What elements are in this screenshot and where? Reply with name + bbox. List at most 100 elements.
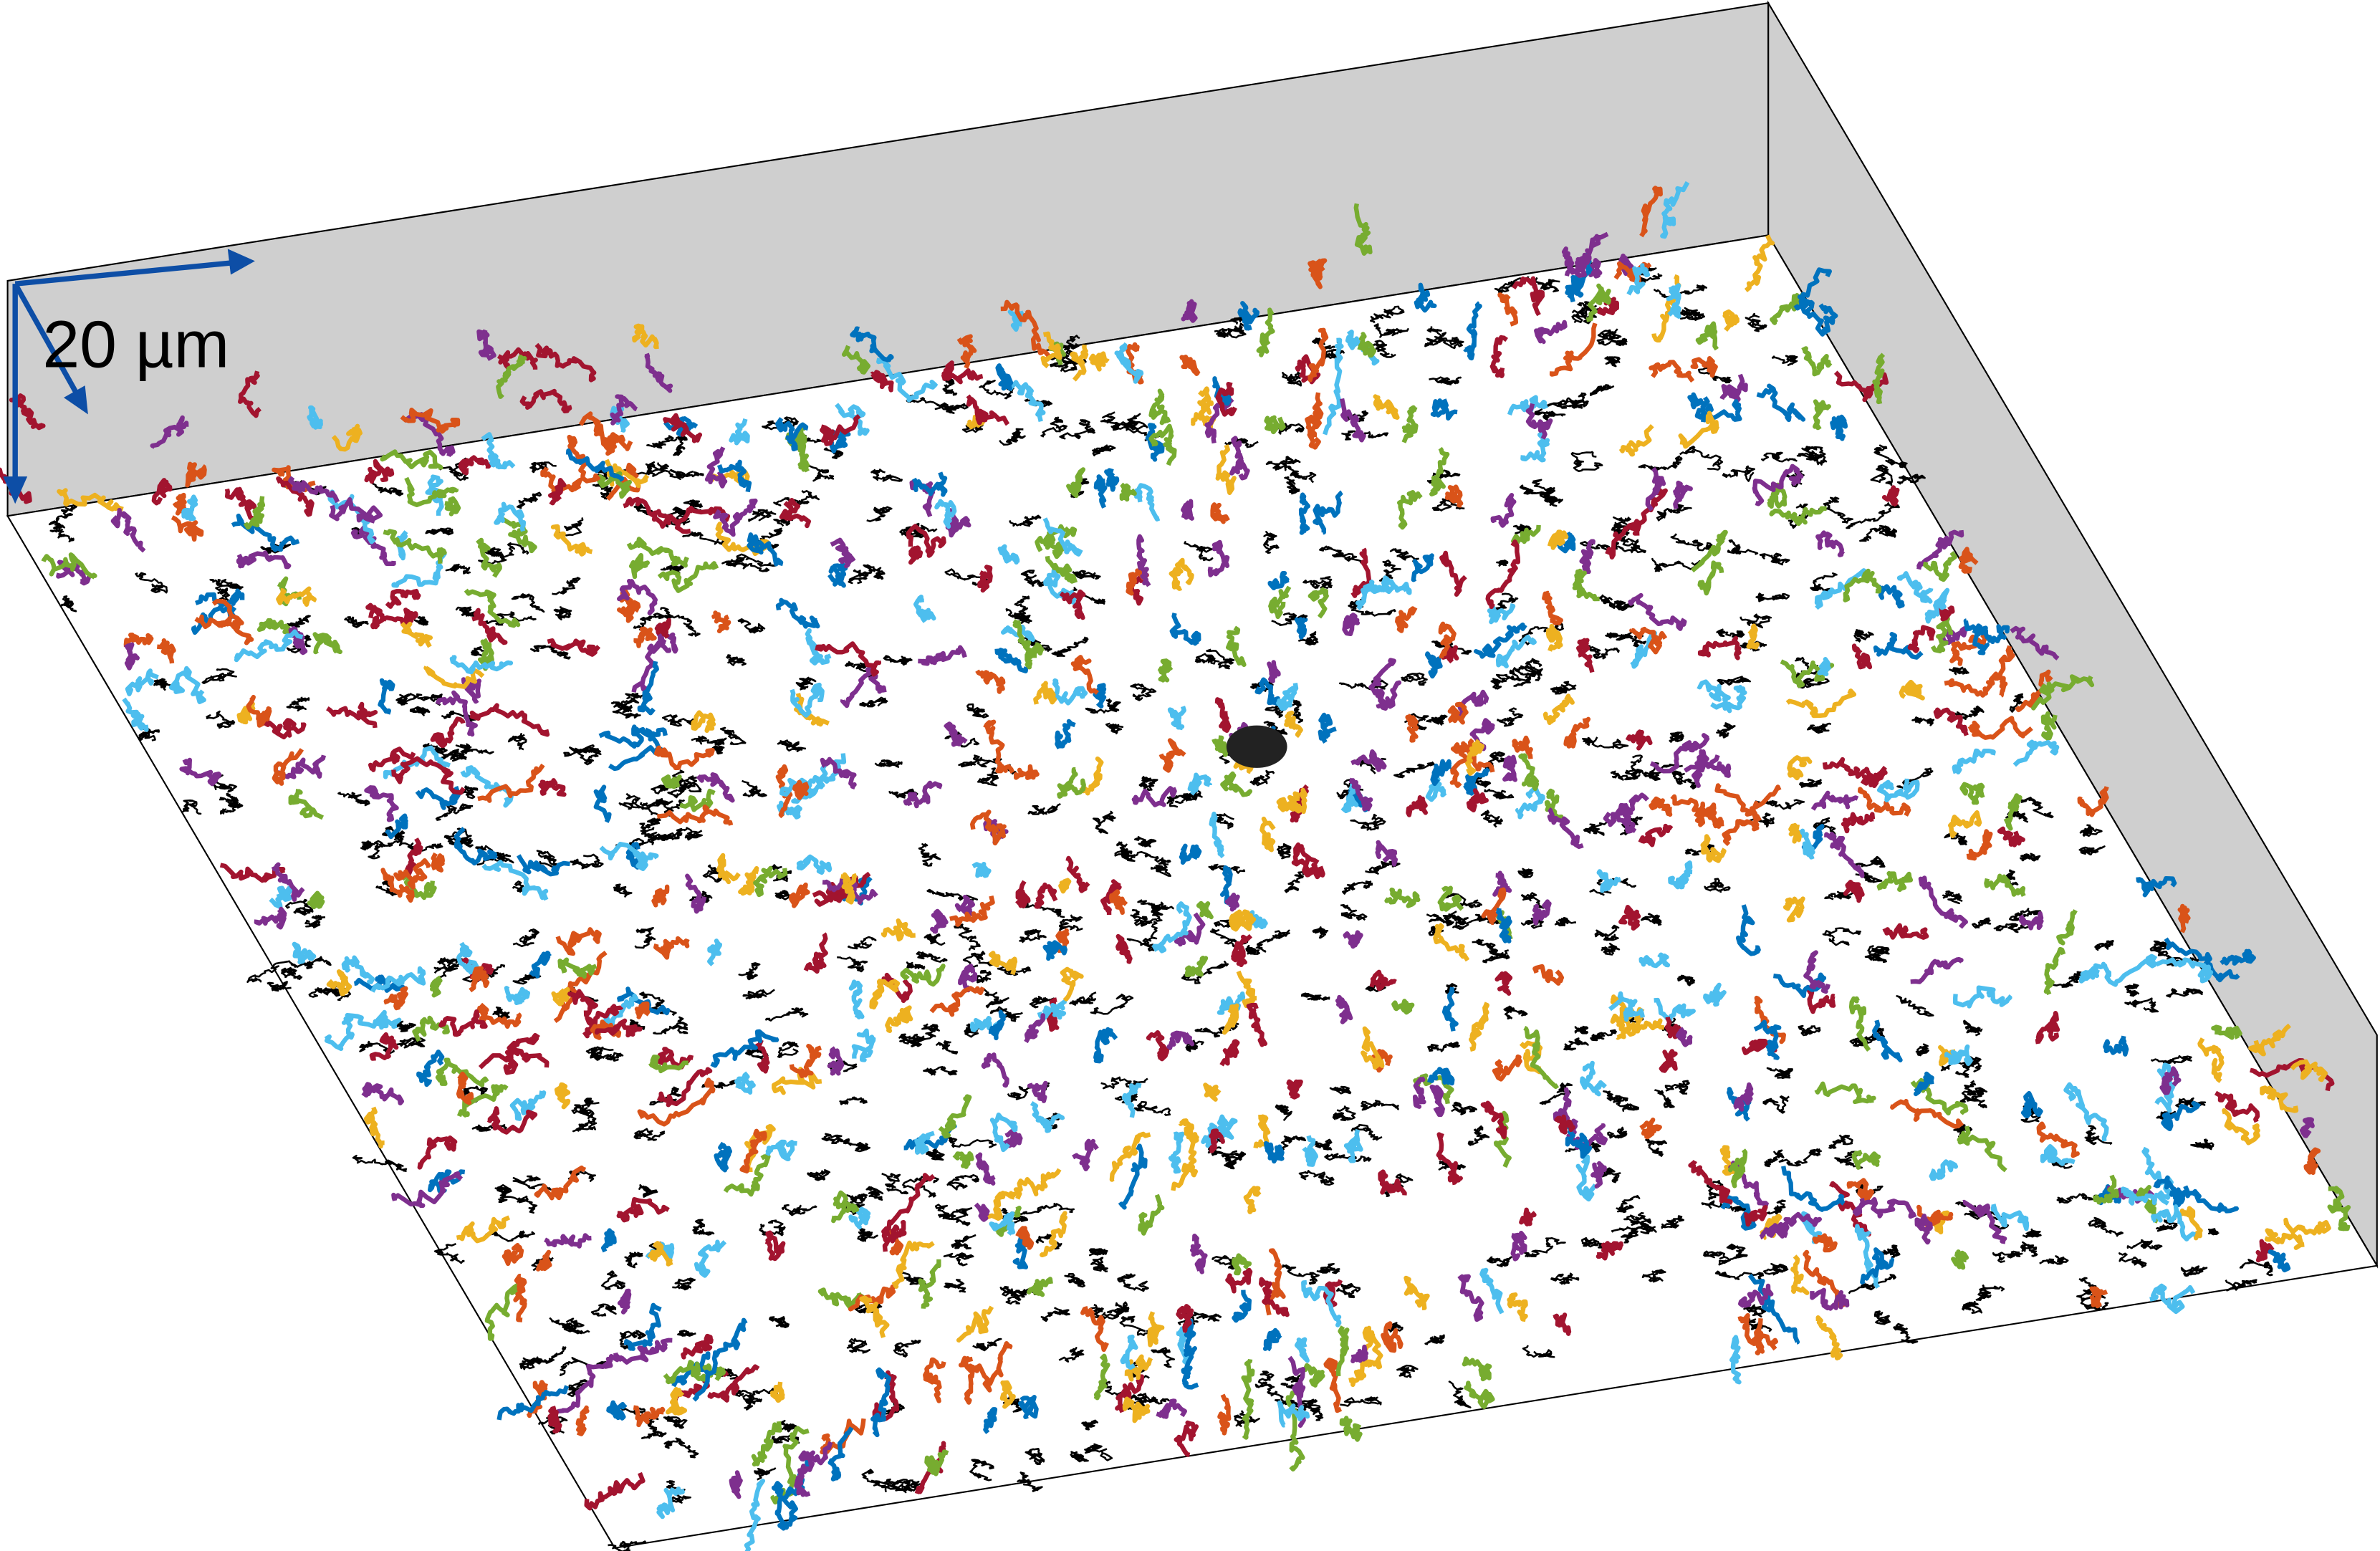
trajectory <box>269 885 294 910</box>
trajectory <box>725 553 777 567</box>
trajectory <box>2214 1090 2260 1123</box>
trajectory <box>795 676 817 691</box>
trajectory <box>1745 312 1767 332</box>
trajectory <box>623 496 691 534</box>
trajectory <box>1424 337 1464 350</box>
trajectory <box>572 1119 598 1133</box>
trajectory <box>529 461 557 474</box>
trajectory <box>439 457 472 481</box>
trajectory <box>1463 767 1491 796</box>
trajectory <box>1319 545 1363 564</box>
trajectory <box>2040 1144 2076 1166</box>
trajectory <box>1329 1085 1352 1095</box>
trajectory <box>737 618 766 634</box>
trajectory <box>1496 560 1509 567</box>
trajectory <box>1603 811 1637 834</box>
trajectory <box>827 1046 845 1076</box>
trajectory <box>492 1006 510 1022</box>
trajectory <box>1426 469 1461 484</box>
trajectory <box>1653 284 1708 299</box>
trajectory <box>1876 778 1920 802</box>
trajectory <box>916 951 948 963</box>
trajectory <box>168 666 206 704</box>
trajectory <box>1846 502 1900 529</box>
trajectory <box>1187 772 1212 796</box>
trajectory <box>1437 885 1464 912</box>
trajectory <box>943 1252 974 1267</box>
trajectory <box>1025 1447 1045 1466</box>
trajectory <box>2012 739 2060 767</box>
trajectory <box>344 616 369 628</box>
trajectory <box>1700 834 1727 863</box>
trajectory <box>550 524 593 557</box>
trajectory <box>773 489 820 506</box>
trajectory <box>369 1032 399 1061</box>
trajectory <box>1641 913 1662 926</box>
trajectory <box>1355 580 1384 611</box>
trajectory <box>1788 822 1803 844</box>
trajectory <box>516 854 570 877</box>
trajectory <box>498 1195 538 1214</box>
trajectory <box>456 941 479 975</box>
trajectory <box>1323 337 1344 436</box>
trajectory <box>304 914 326 928</box>
trajectory <box>1436 1132 1463 1186</box>
trajectory <box>1130 683 1157 701</box>
trajectory <box>1431 640 1472 655</box>
trajectory <box>906 961 926 970</box>
trajectory <box>1616 1195 1641 1214</box>
trajectory <box>1256 307 1275 357</box>
trajectory <box>1958 547 1979 574</box>
trajectory <box>2018 911 2044 931</box>
trajectory <box>923 1357 946 1403</box>
trajectory <box>471 608 508 645</box>
trajectory <box>2124 997 2159 1013</box>
trajectory <box>1638 455 1683 471</box>
trajectory <box>417 693 444 706</box>
trajectory <box>1534 320 1568 345</box>
trajectory <box>1040 1307 1070 1322</box>
trajectory <box>1722 810 1762 847</box>
trajectory <box>1059 589 1086 620</box>
trajectory <box>1703 1250 1736 1266</box>
trajectory <box>584 1471 646 1511</box>
trajectory <box>1264 415 1286 435</box>
trajectory <box>1298 1170 1335 1186</box>
trajectory <box>1190 1234 1208 1274</box>
trajectory <box>1675 1027 1693 1047</box>
trajectory <box>774 417 809 452</box>
trajectory <box>1037 999 1067 1022</box>
trajectory <box>592 483 614 500</box>
trajectory <box>1426 714 1448 726</box>
trajectory <box>1603 1090 1628 1103</box>
trajectory <box>988 951 1018 976</box>
trajectory <box>365 602 385 630</box>
trajectory <box>553 950 608 1024</box>
trajectory <box>1282 371 1302 387</box>
trajectory <box>1770 292 1805 325</box>
trajectory <box>883 654 913 666</box>
trajectory <box>1122 1396 1151 1423</box>
trajectory <box>1766 1067 1793 1080</box>
trajectory <box>997 544 1020 565</box>
trajectory <box>995 363 1014 391</box>
trajectory <box>534 1165 587 1201</box>
trajectory <box>723 1154 771 1197</box>
trajectory <box>286 696 310 712</box>
trajectory <box>1196 901 1214 920</box>
trajectory <box>1206 648 1235 670</box>
trajectory <box>815 641 882 677</box>
trajectory <box>195 588 245 607</box>
trajectory <box>1896 474 1926 485</box>
trajectory <box>1623 1214 1657 1233</box>
trajectory <box>1444 484 1464 508</box>
trajectory <box>1245 944 1260 955</box>
trajectory <box>1034 882 1058 909</box>
trajectory <box>2290 1059 2328 1082</box>
trajectory <box>1669 731 1684 744</box>
trajectory <box>653 936 690 960</box>
trajectory <box>575 1405 590 1436</box>
trajectory <box>454 827 498 866</box>
trajectory <box>1654 1089 1675 1108</box>
trajectory <box>1395 606 1418 633</box>
